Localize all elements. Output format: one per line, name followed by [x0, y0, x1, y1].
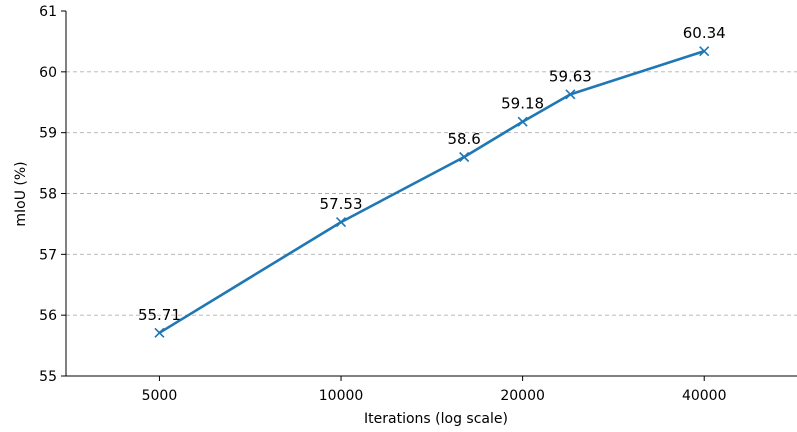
data-label-0: 55.71	[138, 306, 181, 324]
data-point-2	[459, 151, 470, 163]
x-tick-label-1: 10000	[319, 388, 364, 404]
x-axis-label: Iterations (log scale)	[364, 411, 508, 427]
x-tick-label-3: 40000	[682, 388, 727, 404]
y-axis-label: mIoU (%)	[13, 161, 29, 226]
x-tick-label-2: 20000	[500, 388, 545, 404]
series-group	[154, 46, 710, 338]
y-tick-label-0: 55	[39, 369, 57, 385]
data-label-1: 57.53	[320, 195, 363, 213]
data-labels: 55.71 57.53 58.6 59.18 59.63 60.34	[138, 24, 726, 324]
y-tick-label-3: 58	[39, 187, 57, 203]
y-tick-label-1: 56	[39, 308, 57, 324]
data-point-0	[154, 327, 165, 338]
y-tick-label-6: 61	[39, 4, 57, 20]
series-line-0	[158, 49, 706, 335]
data-point-1	[335, 217, 347, 228]
x-tick-label-0: 5000	[142, 388, 178, 404]
data-point-4	[565, 89, 576, 100]
data-label-5: 60.34	[683, 24, 726, 42]
y-tick-label-2: 57	[39, 247, 57, 263]
y-tick-label-4: 59	[39, 126, 57, 142]
data-label-2: 58.6	[447, 130, 480, 148]
y-gridlines	[66, 71, 797, 316]
tick-marks: 55 56 57 58 59 60 61 5000 10000 20000 40000	[39, 4, 726, 404]
data-label-3: 59.18	[501, 95, 544, 113]
y-tick-label-5: 60	[39, 65, 57, 81]
data-point-3	[517, 116, 528, 127]
data-label-4: 59.63	[549, 67, 592, 85]
data-point-5	[699, 46, 710, 57]
